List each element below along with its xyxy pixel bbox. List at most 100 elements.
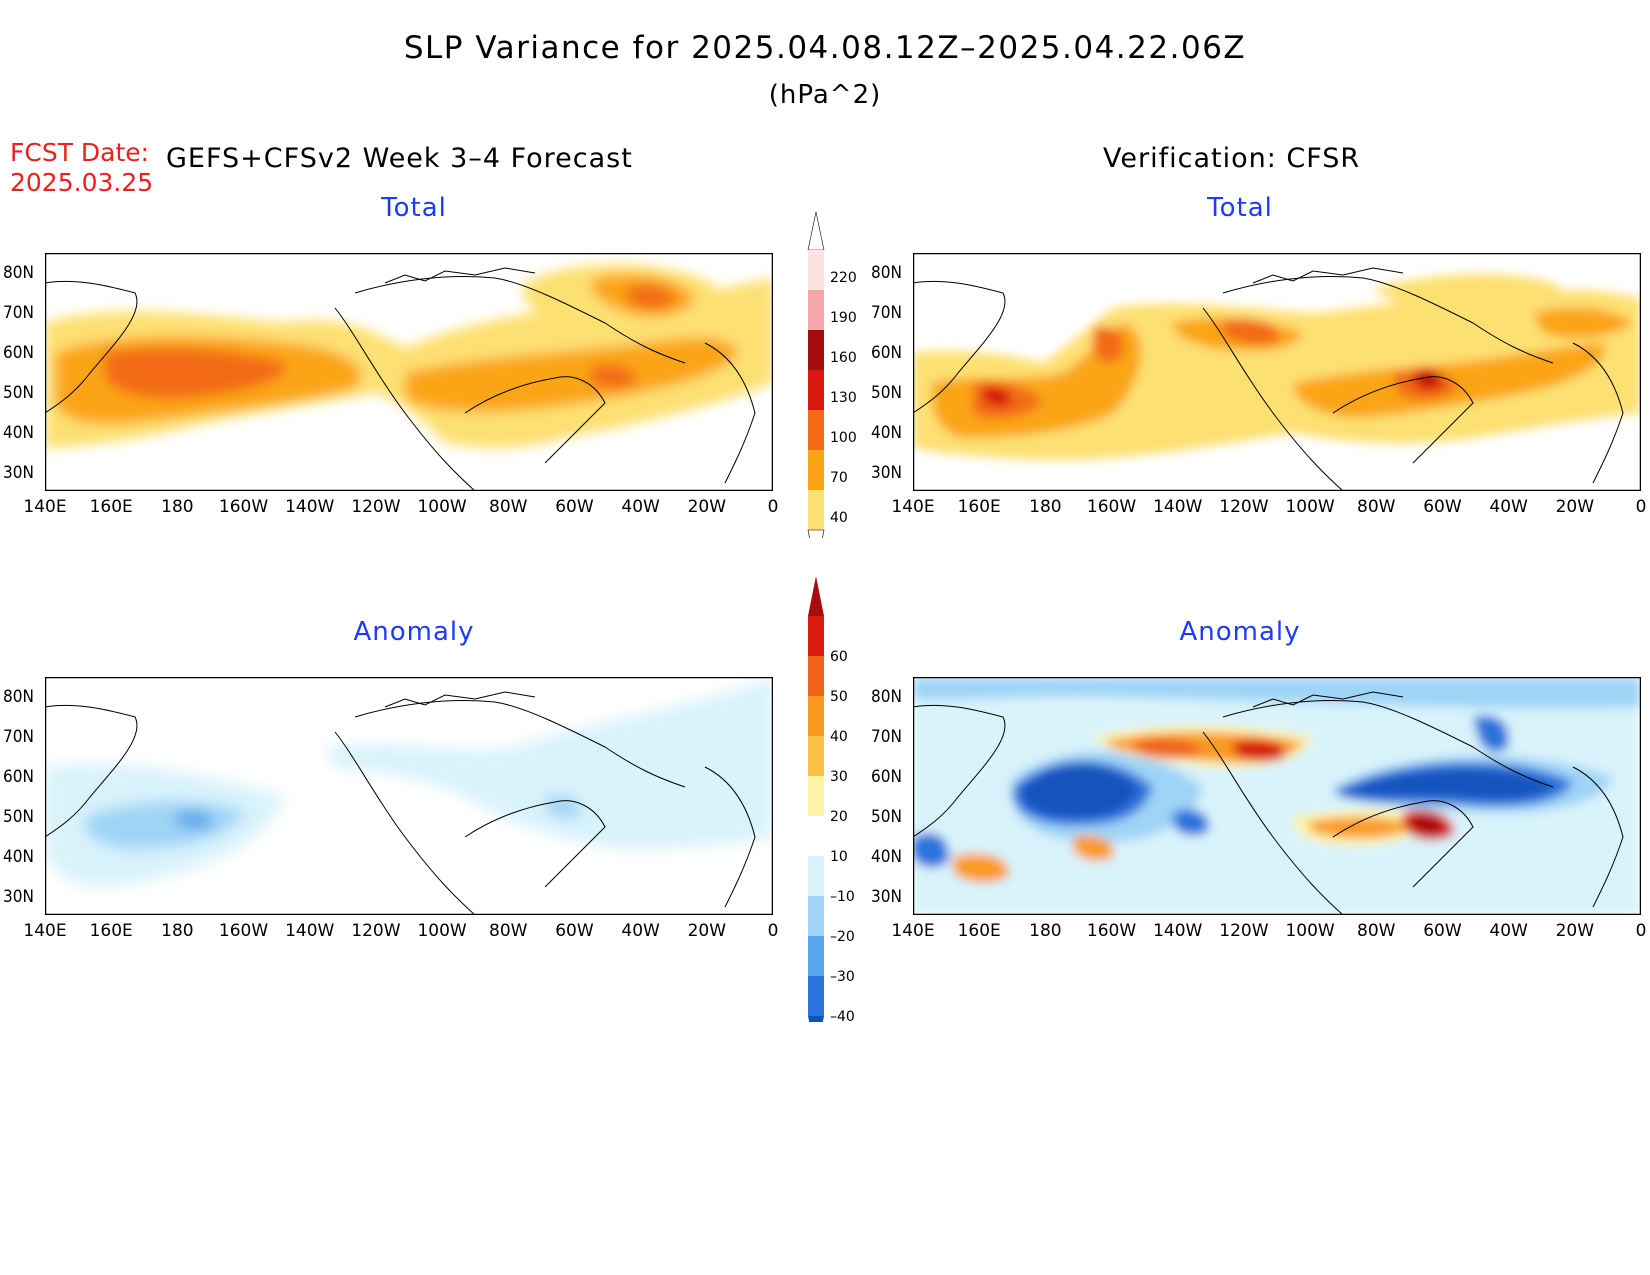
forecast-total-lon-tick: 180 [161,497,194,517]
total-colorbar-swatch [808,330,824,370]
verification-total-lon-tick: 40W [1489,497,1528,517]
forecast-total-lon-tick: 0 [767,497,779,517]
verification-total-lon-tick: 160W [1086,497,1137,517]
verification-total-lon-tick: 140E [891,497,935,517]
forecast-total-label: Total [381,193,447,223]
total-colorbar-label: 220 [830,270,857,286]
total-colorbar-swatch [808,290,824,330]
anomaly-colorbar-swatch [808,776,824,816]
forecast-total-lon-tick: 60W [555,497,594,517]
forecast-anomaly-lat-tick: 60N [3,767,34,787]
forecast-total-lat-tick: 80N [3,263,34,283]
forecast-total-lat-tick: 40N [3,423,34,443]
verification-anomaly-lat-tick: 30N [871,887,902,907]
verification-total-lon-tick: 180 [1029,497,1062,517]
forecast-anomaly-lat-tick: 80N [3,687,34,707]
forecast-anomaly-lon-tick: 0 [767,921,779,941]
verification-total-lon-tick: 140W [1153,497,1203,517]
forecast-anomaly-lon-tick: 100W [417,921,467,941]
anomaly-colorbar-swatch [808,736,824,776]
anomaly-colorbar-swatch [808,936,824,976]
total-colorbar-label: 100 [830,430,857,446]
verification-anomaly-lon-tick: 120W [1219,921,1269,941]
total-colorbar-label: 130 [830,390,857,406]
verification-total-lon-tick: 0 [1635,497,1647,517]
anomaly-colorbar-label: –20 [830,929,855,945]
verification-anomaly-lon-tick: 80W [1357,921,1396,941]
forecast-anomaly-lat-tick: 30N [3,887,34,907]
verification-anomaly-lon-tick: 20W [1555,921,1595,941]
forecast-anomaly-lon-tick: 140W [285,921,335,941]
verification-anomaly-lon-tick: 140E [891,921,935,941]
verification-anomaly-lon-tick: 160E [957,921,1001,941]
anomaly-colorbar-label: 10 [830,849,848,865]
anomaly-colorbar-swatch [808,616,824,656]
verification-total-lat-tick: 60N [871,343,902,363]
verification-anomaly-lon-tick: 140W [1153,921,1203,941]
forecast-anomaly-lon-tick: 160W [218,921,269,941]
forecast-anomaly-lon-tick: 20W [687,921,727,941]
verification-anomaly-map [913,677,1641,915]
anomaly-colorbar-swatch [808,696,824,736]
total-colorbar-swatch [808,450,824,490]
anomaly-colorbar-top-triangle [808,576,824,616]
units-label: (hPa^2) [768,80,882,110]
forecast-anomaly-lat-tick: 70N [3,727,34,747]
anomaly-colorbar-label: 50 [830,689,848,705]
total-colorbar-swatch [808,490,824,530]
verification-total-lat-tick: 30N [871,463,902,483]
anomaly-colorbar-label: –10 [830,889,855,905]
verification-total-lon-tick: 80W [1357,497,1396,517]
forecast-date: FCST Date: 2025.03.25 [10,138,153,198]
forecast-total-lat-tick: 70N [3,303,34,323]
verification-anomaly-lon-tick: 0 [1635,921,1647,941]
verification-anomaly-lon-tick: 180 [1029,921,1062,941]
figure-title: SLP Variance for 2025.04.08.12Z–2025.04.… [403,30,1247,66]
forecast-total-map [45,253,773,491]
verification-total-lat-tick: 80N [871,263,902,283]
verification-total-map [913,253,1641,491]
verification-anomaly-lat-tick: 70N [871,727,902,747]
total-colorbar-top-triangle [807,211,825,251]
verification-total-lat-tick: 50N [871,383,902,403]
verification-total-lon-tick: 120W [1219,497,1269,517]
anomaly-colorbar-label: 60 [830,649,848,665]
forecast-date-value: 2025.03.25 [10,168,154,197]
forecast-anomaly-lon-tick: 140E [23,921,67,941]
forecast-total-lon-tick: 80W [489,497,528,517]
verification-anomaly-lat-tick: 50N [871,807,902,827]
verification-anomaly-lat-tick: 60N [871,767,902,787]
forecast-total-lat-tick: 60N [3,343,34,363]
anomaly-colorbar-label: –30 [830,969,855,985]
verification-total-lon-tick: 100W [1285,497,1335,517]
forecast-total-lon-tick: 20W [687,497,727,517]
verification-total-label: Total [1207,193,1273,223]
verification-total-lon-tick: 60W [1423,497,1462,517]
total-colorbar-label: 190 [830,310,857,326]
total-colorbar: 220 190 160 130 100 70 40 [807,211,857,538]
forecast-total-lon-tick: 100W [417,497,467,517]
verification-anomaly-lon-tick: 40W [1489,921,1528,941]
forecast-anomaly-lat-tick: 50N [3,807,34,827]
verification-total-lon-tick: 20W [1555,497,1595,517]
forecast-total-lon-tick: 160E [89,497,133,517]
verification-anomaly-lon-tick: 160W [1086,921,1137,941]
verification-total-lat-tick: 40N [871,423,902,443]
forecast-total-lon-tick: 160W [218,497,269,517]
total-colorbar-bottom-triangle [807,529,825,538]
forecast-anomaly-label: Anomaly [353,617,475,647]
verification-anomaly-lon-tick: 60W [1423,921,1462,941]
anomaly-colorbar-swatch [808,896,824,936]
anomaly-colorbar-label: 30 [830,769,848,785]
verification-anomaly-lat-tick: 80N [871,687,902,707]
total-colorbar-label: 70 [830,470,848,486]
anomaly-colorbar-label: –40 [830,1009,855,1022]
forecast-anomaly-lat-tick: 40N [3,847,34,867]
verification-anomaly-label: Anomaly [1179,617,1301,647]
forecast-total-lon-tick: 120W [351,497,401,517]
total-colorbar-swatch [808,250,824,290]
forecast-anomaly-lon-tick: 120W [351,921,401,941]
forecast-total-lon-tick: 140E [23,497,67,517]
forecast-anomaly-lon-tick: 40W [621,921,660,941]
forecast-anomaly-lon-tick: 180 [161,921,194,941]
